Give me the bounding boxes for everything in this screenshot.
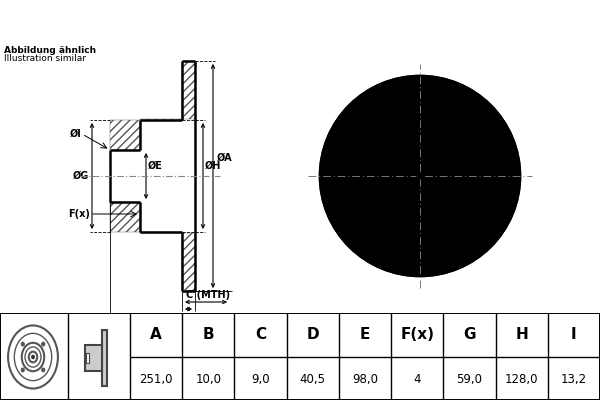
Text: ØH: ØH <box>205 161 221 171</box>
Circle shape <box>460 122 473 136</box>
Bar <box>85 345 101 371</box>
Text: ØA: ØA <box>217 153 233 163</box>
Text: ØI: ØI <box>70 129 82 139</box>
Circle shape <box>367 122 380 136</box>
Text: E: E <box>360 327 370 342</box>
Circle shape <box>21 342 24 346</box>
Text: 24.0110-0349.1: 24.0110-0349.1 <box>148 9 356 33</box>
Polygon shape <box>182 61 195 119</box>
Polygon shape <box>140 120 182 232</box>
Circle shape <box>32 356 34 358</box>
Text: 4x: 4x <box>432 204 443 212</box>
Polygon shape <box>110 120 140 150</box>
Circle shape <box>367 216 380 230</box>
Polygon shape <box>140 232 182 233</box>
Circle shape <box>460 216 473 230</box>
Circle shape <box>42 342 45 346</box>
Text: 128,0: 128,0 <box>505 374 538 386</box>
Text: C (MTH): C (MTH) <box>186 290 230 300</box>
Bar <box>101 330 107 386</box>
Polygon shape <box>110 150 140 202</box>
Text: 410349: 410349 <box>389 9 487 33</box>
Text: 251,0: 251,0 <box>139 374 173 386</box>
Text: ØE: ØE <box>148 161 163 171</box>
Circle shape <box>21 368 24 372</box>
Bar <box>86 353 89 363</box>
Text: 40,5: 40,5 <box>300 374 326 386</box>
Text: 59,0: 59,0 <box>457 374 482 386</box>
Text: G: G <box>463 327 476 342</box>
Text: H: H <box>515 327 528 342</box>
Polygon shape <box>182 61 195 291</box>
Text: B: B <box>185 316 192 326</box>
Text: F(x): F(x) <box>400 327 434 342</box>
Text: 98,0: 98,0 <box>352 374 378 386</box>
Text: A: A <box>150 327 162 342</box>
Text: 10,0: 10,0 <box>196 374 221 386</box>
Text: 9,0: 9,0 <box>251 374 270 386</box>
Circle shape <box>417 173 423 179</box>
Text: I: I <box>571 327 577 342</box>
Text: F(x): F(x) <box>68 209 90 219</box>
Text: Abbildung ähnlich: Abbildung ähnlich <box>4 46 96 55</box>
Text: Illustration similar: Illustration similar <box>4 54 86 63</box>
Text: 4: 4 <box>413 374 421 386</box>
Text: B: B <box>203 327 214 342</box>
Text: D: D <box>115 329 123 339</box>
Text: ØG: ØG <box>73 171 89 181</box>
Text: ø9: ø9 <box>432 212 442 222</box>
Text: C: C <box>255 327 266 342</box>
Polygon shape <box>140 119 182 120</box>
Polygon shape <box>182 233 195 291</box>
Polygon shape <box>110 202 140 232</box>
Text: 13,2: 13,2 <box>561 374 587 386</box>
Circle shape <box>42 368 45 372</box>
Text: D: D <box>307 327 319 342</box>
Circle shape <box>320 76 520 276</box>
